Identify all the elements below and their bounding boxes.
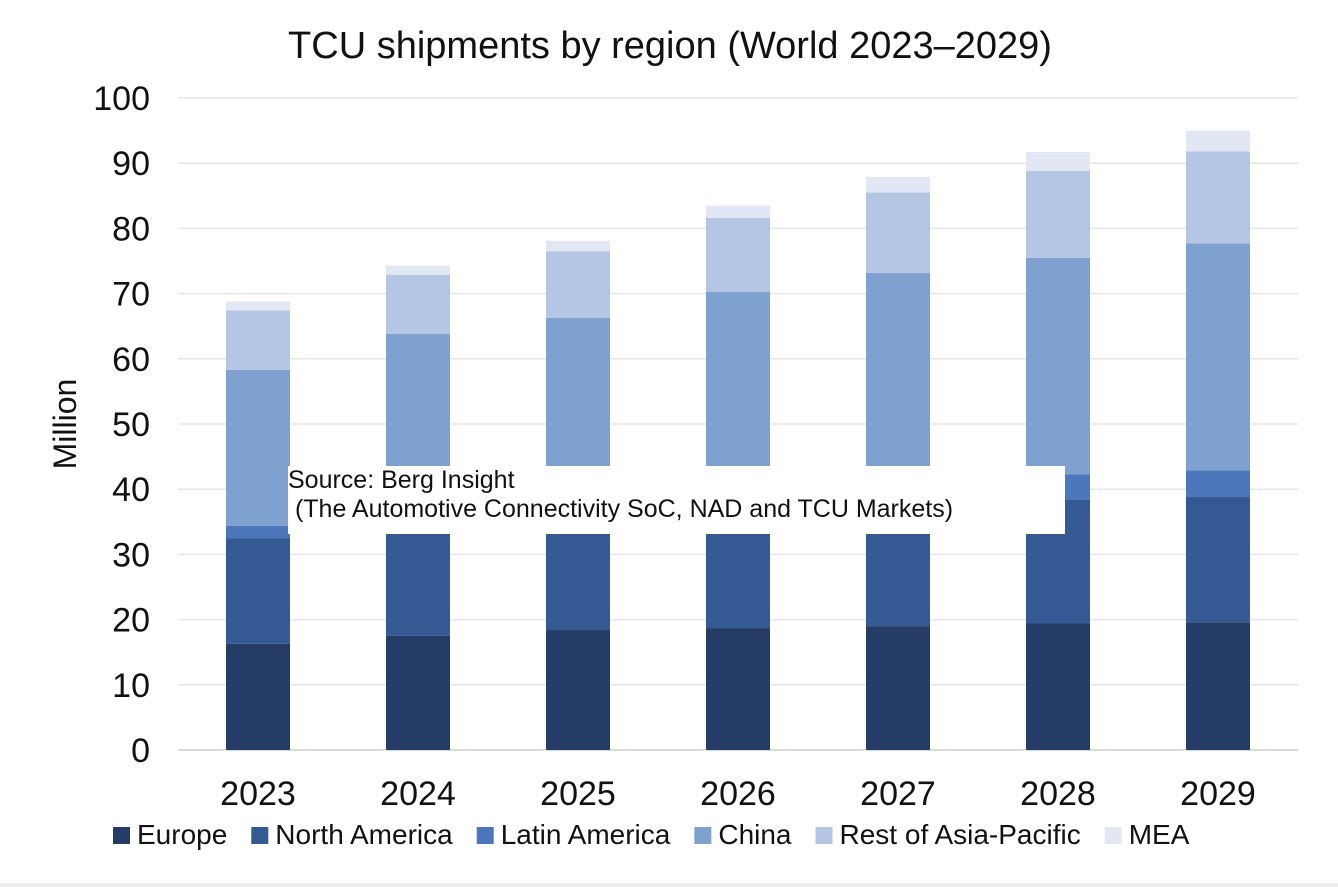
x-tick-label: 2026 bbox=[700, 775, 776, 813]
chart-title: TCU shipments by region (World 2023–2029… bbox=[288, 25, 1052, 67]
source-line-2: (The Automotive Connectivity SoC, NAD an… bbox=[288, 495, 954, 523]
legend-label: Rest of Asia-Pacific bbox=[840, 819, 1081, 850]
bar-segment bbox=[1186, 243, 1250, 471]
y-axis-ticks: 0 10 20 30 40 50 60 70 80 90 100 bbox=[93, 80, 150, 770]
bar-segment bbox=[226, 525, 290, 539]
bar-segment bbox=[386, 635, 450, 750]
bar-segment bbox=[706, 217, 770, 292]
bar-segment bbox=[546, 630, 610, 750]
bar-segment bbox=[546, 240, 610, 252]
bar-segment bbox=[1186, 497, 1250, 623]
bar-segment bbox=[1026, 171, 1090, 258]
x-tick-label: 2029 bbox=[1180, 775, 1256, 813]
bar-segment bbox=[1026, 257, 1090, 475]
legend-label: MEA bbox=[1129, 819, 1190, 850]
y-tick-label: 50 bbox=[112, 406, 150, 444]
source-line-1: Source: Berg Insight bbox=[288, 466, 515, 494]
bar-segment bbox=[226, 301, 290, 311]
bar-segment bbox=[866, 626, 930, 750]
y-tick-label: 40 bbox=[112, 471, 150, 509]
bar-segment bbox=[1186, 151, 1250, 244]
x-tick-label: 2023 bbox=[220, 775, 296, 813]
bar-segment bbox=[546, 520, 610, 631]
y-tick-label: 70 bbox=[112, 276, 150, 314]
bar-segment bbox=[706, 628, 770, 750]
bar-segment bbox=[546, 251, 610, 318]
y-tick-label: 100 bbox=[93, 80, 150, 118]
bar-segment bbox=[706, 291, 770, 491]
x-tick-label: 2027 bbox=[860, 775, 936, 813]
y-tick-label: 90 bbox=[112, 145, 150, 183]
x-axis-ticks: 2023 2024 2025 2026 2027 2028 2029 bbox=[220, 775, 1256, 813]
legend: Europe North America Latin America China Res… bbox=[113, 819, 1190, 850]
y-tick-label: 10 bbox=[112, 667, 150, 705]
legend-swatch bbox=[113, 827, 130, 844]
bar-segment bbox=[1026, 152, 1090, 172]
bar-segment bbox=[226, 538, 290, 644]
bar-segment bbox=[1186, 130, 1250, 152]
y-tick-label: 80 bbox=[112, 210, 150, 248]
bar-segment bbox=[226, 369, 290, 526]
source-note: Source: Berg Insight (The Automotive Con… bbox=[288, 466, 1065, 534]
bars bbox=[226, 130, 1250, 750]
bar-segment bbox=[226, 310, 290, 370]
legend-swatch bbox=[251, 827, 269, 844]
legend-swatch bbox=[1104, 827, 1122, 844]
bar-segment bbox=[1186, 470, 1250, 498]
legend-swatch bbox=[476, 827, 494, 844]
bar-segment bbox=[866, 176, 930, 193]
x-tick-label: 2028 bbox=[1020, 775, 1096, 813]
bar-segment bbox=[386, 265, 450, 275]
legend-swatch bbox=[694, 827, 712, 844]
bar-segment bbox=[1026, 623, 1090, 750]
bar-segment bbox=[226, 643, 290, 750]
bar-segment bbox=[1186, 622, 1250, 750]
legend-label: China bbox=[718, 819, 792, 850]
legend-swatch bbox=[815, 827, 833, 844]
y-tick-label: 60 bbox=[112, 341, 150, 379]
legend-label: Latin America bbox=[501, 819, 671, 850]
y-axis-label: Million bbox=[47, 379, 83, 470]
y-tick-label: 20 bbox=[112, 602, 150, 640]
x-tick-label: 2025 bbox=[540, 775, 616, 813]
y-tick-label: 30 bbox=[112, 536, 150, 574]
x-tick-label: 2024 bbox=[380, 775, 456, 813]
bar-segment bbox=[866, 192, 930, 273]
bar-segment bbox=[386, 528, 450, 636]
bar-segment bbox=[866, 272, 930, 482]
y-tick-label: 0 bbox=[131, 732, 150, 770]
bar-segment bbox=[706, 205, 770, 218]
legend-label: Europe bbox=[137, 819, 227, 850]
legend-label: North America bbox=[275, 819, 453, 850]
bottom-divider bbox=[0, 883, 1338, 887]
bar-segment bbox=[386, 274, 450, 335]
